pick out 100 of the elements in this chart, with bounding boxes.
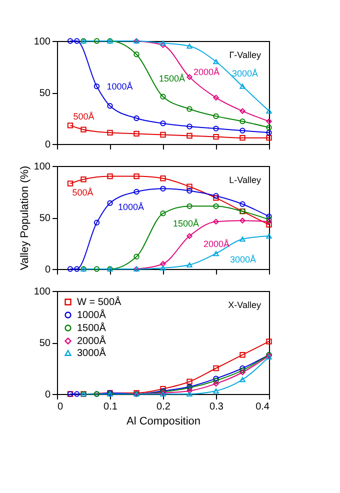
point: [213, 388, 219, 394]
point: [186, 262, 192, 268]
y-tick-label: 100: [34, 36, 51, 48]
point: [266, 118, 272, 124]
point: [74, 38, 80, 44]
point: [67, 180, 74, 186]
point: [213, 113, 219, 120]
point: [107, 130, 113, 136]
point: [107, 103, 113, 109]
point: [160, 186, 166, 192]
point: [213, 59, 219, 64]
point: [213, 134, 219, 140]
x-tick-label: 0: [58, 402, 64, 412]
point: [160, 265, 166, 270]
x-tick-label: 0.1: [104, 402, 118, 412]
point: [213, 94, 219, 100]
point: [213, 218, 219, 224]
series-label: 1500Å: [159, 74, 186, 84]
point: [186, 74, 192, 80]
series-label: 3000Å: [230, 254, 256, 265]
y-tick-label: 50: [39, 213, 51, 224]
series-label: 2000Å: [194, 67, 220, 78]
point: [94, 220, 100, 226]
point: [266, 338, 272, 344]
x-tick-label: 0.2: [156, 402, 171, 412]
point: [240, 108, 246, 114]
point: [94, 83, 100, 90]
point: [240, 370, 246, 376]
point: [160, 210, 166, 216]
series-label: 1000Å: [106, 81, 133, 92]
point: [240, 84, 246, 89]
y-tick-label: 0: [44, 140, 51, 150]
series-label: 500Å: [73, 111, 94, 122]
y-tick-label: 100: [34, 162, 51, 172]
point: [186, 124, 192, 130]
point: [74, 391, 80, 397]
point: [240, 201, 246, 207]
point: [160, 132, 166, 138]
point: [266, 134, 272, 141]
point: [134, 130, 140, 137]
legend-label: 1500Å: [77, 322, 106, 334]
y-tick-label: 0: [44, 390, 51, 400]
legend-label: 1000Å: [77, 309, 106, 321]
point: [186, 233, 192, 239]
point: [186, 132, 192, 139]
point: [240, 134, 246, 141]
point: [266, 222, 272, 228]
y-axis-title: Valley Population (%): [18, 166, 31, 270]
point: [266, 108, 272, 114]
point: [213, 380, 219, 387]
point: [134, 173, 140, 180]
series-label: 1500Å: [173, 218, 200, 228]
point: [80, 126, 86, 132]
point: [160, 40, 166, 46]
point: [240, 128, 246, 134]
point: [94, 266, 100, 272]
point: [213, 251, 219, 256]
point: [186, 44, 192, 49]
series-label: 500Å: [72, 188, 94, 198]
text: L-Valley: [229, 175, 262, 185]
point: [94, 38, 100, 44]
text: Γ-Valley: [229, 50, 262, 60]
point: [186, 106, 192, 112]
point: [186, 378, 192, 384]
point: [107, 173, 113, 180]
series-label: 2000Å: [204, 239, 230, 250]
series-label: 1000Å: [118, 202, 144, 212]
point: [134, 115, 140, 122]
point: [186, 203, 192, 210]
point: [213, 126, 219, 132]
y-tick-label: 50: [39, 88, 51, 99]
x-tick-label: 0.3: [210, 402, 224, 412]
point: [160, 261, 166, 267]
point: [240, 218, 246, 224]
point: [107, 200, 113, 206]
point: [134, 52, 140, 58]
y-tick-label: 0: [44, 264, 51, 276]
point: [186, 184, 192, 190]
x-axis-title: Al Composition: [126, 416, 200, 428]
y-tick-label: 50: [39, 338, 51, 349]
legend-label: W = 500Å: [77, 296, 122, 308]
point: [266, 234, 272, 239]
point: [240, 352, 246, 358]
point: [160, 176, 166, 182]
point: [160, 120, 166, 126]
point: [186, 391, 192, 397]
point: [240, 118, 246, 124]
point: [240, 236, 246, 242]
point: [74, 266, 80, 272]
point: [213, 365, 219, 372]
point: [134, 254, 140, 260]
y-tick-label: 100: [34, 286, 51, 298]
point: [213, 203, 219, 210]
legend-label: 3000Å: [77, 347, 106, 359]
legend-label: 2000Å: [77, 335, 106, 347]
text: X-Valley: [228, 300, 262, 310]
point: [186, 188, 192, 194]
point: [240, 377, 246, 382]
x-tick-label: 0.4: [256, 402, 270, 412]
point: [160, 94, 166, 100]
